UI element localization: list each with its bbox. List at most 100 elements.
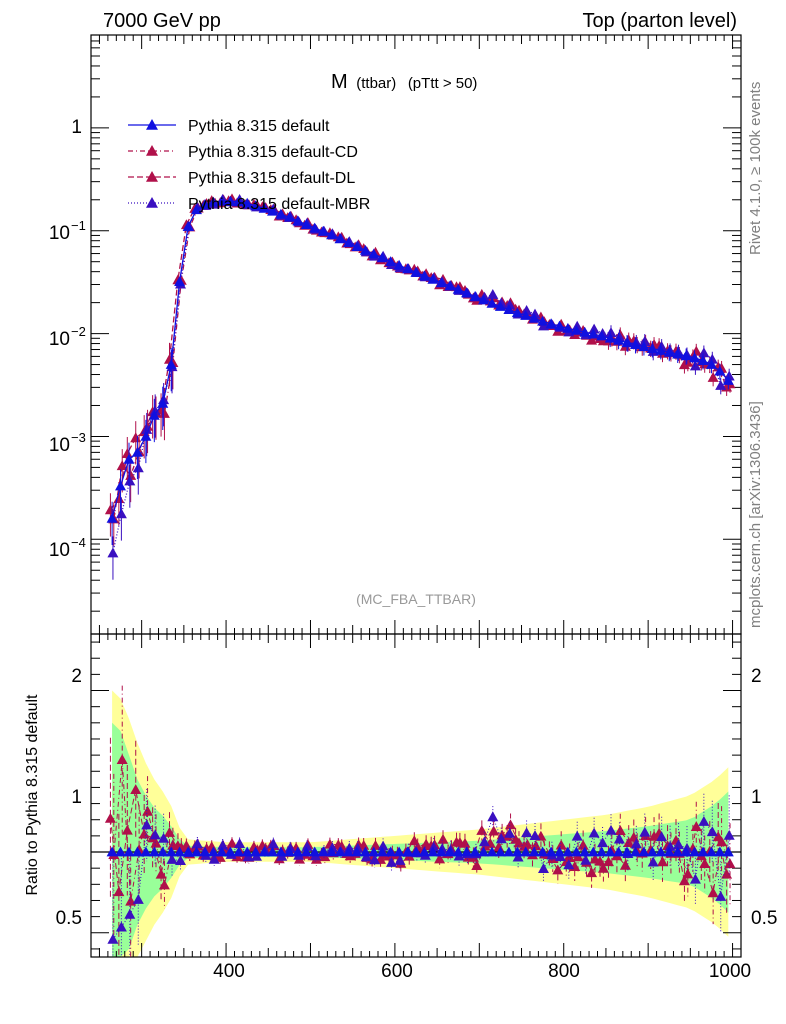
ratio-point-0 — [663, 846, 675, 857]
series-point-0 — [706, 359, 717, 369]
series-point-0 — [157, 397, 169, 408]
ratio-point-0 — [621, 846, 633, 857]
ratio-point-0 — [562, 846, 574, 857]
ratio-point-3 — [723, 829, 735, 840]
series-point-0 — [613, 334, 625, 345]
header-left: 7000 GeV pp — [103, 10, 221, 32]
ratio-point-0 — [140, 846, 152, 857]
ratio-point-0 — [326, 846, 338, 857]
ratio-point-0 — [638, 846, 650, 857]
ratio-point-0 — [520, 846, 532, 857]
series-point-0 — [655, 345, 667, 355]
ratio-point-0 — [444, 846, 456, 857]
ratio-point-1 — [716, 836, 728, 847]
series-point-3 — [698, 347, 710, 358]
series-line-0 — [111, 200, 729, 519]
series-point-0 — [478, 294, 489, 305]
series-point-0 — [503, 304, 515, 314]
series-point-0 — [165, 359, 177, 369]
title-cut: (pTtt > 50) — [408, 75, 478, 92]
series-point-0 — [714, 365, 726, 376]
ratio-point-0 — [115, 846, 126, 857]
series-point-0 — [604, 332, 616, 343]
series-point-0 — [199, 199, 211, 209]
series-point-0 — [579, 326, 591, 337]
ratio-point-3 — [234, 838, 246, 848]
ratio-point-0 — [148, 846, 160, 857]
ratio-point-0 — [368, 846, 380, 857]
ratio-point-3 — [478, 836, 490, 847]
series-point-3 — [132, 462, 144, 473]
ratio-point-0 — [680, 846, 692, 857]
ratio-point-1 — [623, 837, 635, 847]
series-point-1 — [707, 372, 719, 382]
ratio-point-0 — [579, 846, 591, 857]
ratio-point-2 — [130, 784, 142, 794]
ratio-point-0 — [292, 846, 304, 857]
y-tick-1e-4: 10 — [49, 540, 70, 561]
series-point-0 — [596, 330, 608, 341]
ratio-point-0 — [689, 846, 701, 857]
series-point-0 — [106, 512, 118, 523]
series-point-0 — [351, 241, 363, 251]
series-point-1 — [125, 470, 137, 480]
series-point-0 — [207, 196, 219, 207]
series-point-3 — [504, 299, 516, 310]
ratio-point-0 — [351, 846, 363, 857]
ratio-point-2 — [104, 812, 116, 823]
ratio-point-0 — [587, 846, 599, 857]
series-point-0 — [115, 480, 126, 491]
series-line-3 — [112, 198, 730, 554]
ratio-point-1 — [648, 830, 660, 841]
ratio-point-1 — [690, 821, 702, 831]
ratio-point-3 — [394, 855, 406, 865]
series-point-0 — [537, 315, 549, 326]
ratio-point-2 — [577, 839, 589, 850]
ratio-tick-1-right: 1 — [751, 787, 762, 808]
legend-marker-2 — [146, 171, 158, 182]
series-point-0 — [562, 322, 574, 333]
ratio-point-0 — [309, 846, 321, 857]
y-tick-1e-3: 10 — [49, 435, 70, 456]
series-point-0 — [123, 453, 135, 464]
series-point-0 — [182, 221, 194, 231]
series-point-0 — [275, 208, 287, 219]
series-point-0 — [638, 341, 650, 351]
ratio-point-3 — [301, 841, 313, 851]
series-point-3 — [487, 289, 499, 299]
chart-title: M (ttbar) (pTtt > 50) — [331, 71, 477, 93]
series-point-0 — [317, 225, 329, 236]
series-point-0 — [444, 280, 456, 291]
ratio-point-0 — [376, 846, 388, 857]
ratio-point-0 — [545, 846, 557, 857]
series-point-0 — [554, 320, 565, 331]
ratio-point-0 — [418, 846, 430, 857]
ratio-point-1 — [116, 754, 128, 764]
legend-label-cd: Pythia 8.315 default-CD — [188, 144, 358, 161]
series-point-0 — [520, 310, 532, 320]
ratio-point-0 — [503, 846, 515, 857]
ratio-point-3 — [191, 838, 203, 849]
ratio-point-0 — [241, 846, 253, 857]
ratio-point-0 — [106, 846, 118, 857]
series-point-0 — [359, 244, 371, 255]
series-point-3 — [706, 353, 718, 364]
ratio-point-1 — [564, 852, 576, 862]
series-point-0 — [469, 291, 481, 301]
series-point-0 — [283, 211, 295, 222]
ratio-point-0 — [207, 846, 219, 857]
y-tick-1e-2: 10 — [49, 329, 70, 350]
ratio-point-3 — [141, 819, 153, 830]
series-point-3 — [639, 335, 651, 346]
series-point-0 — [402, 263, 414, 274]
series-point-1 — [158, 408, 170, 418]
series-point-0 — [418, 270, 430, 281]
series-point-0 — [570, 324, 582, 335]
ratio-point-3 — [166, 854, 178, 864]
header-right: Top (parton level) — [582, 10, 737, 32]
series-point-0 — [385, 256, 397, 266]
ratio-point-3 — [158, 832, 170, 843]
series-point-0 — [292, 215, 304, 226]
ratio-point-1 — [488, 825, 500, 836]
